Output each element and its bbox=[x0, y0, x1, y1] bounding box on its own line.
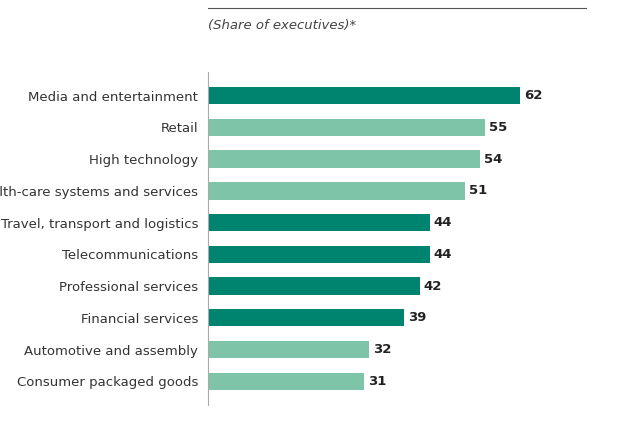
Text: (Share of executives)*: (Share of executives)* bbox=[208, 19, 356, 32]
Text: 32: 32 bbox=[373, 343, 392, 356]
Text: 31: 31 bbox=[368, 375, 387, 388]
Bar bbox=[208, 246, 430, 263]
Text: 62: 62 bbox=[524, 89, 543, 102]
Text: 44: 44 bbox=[433, 248, 452, 261]
Text: 44: 44 bbox=[433, 216, 452, 229]
Text: 39: 39 bbox=[408, 311, 427, 324]
Text: 51: 51 bbox=[469, 184, 487, 197]
Bar bbox=[208, 309, 404, 327]
Bar bbox=[208, 214, 430, 231]
Text: 54: 54 bbox=[484, 153, 503, 165]
Bar bbox=[208, 119, 485, 136]
Bar bbox=[208, 341, 369, 358]
Bar bbox=[208, 277, 420, 295]
Bar bbox=[208, 87, 520, 104]
Bar bbox=[208, 373, 364, 390]
Text: 42: 42 bbox=[423, 279, 442, 292]
Text: 55: 55 bbox=[489, 121, 507, 134]
Bar bbox=[208, 150, 480, 168]
Bar bbox=[208, 182, 465, 200]
